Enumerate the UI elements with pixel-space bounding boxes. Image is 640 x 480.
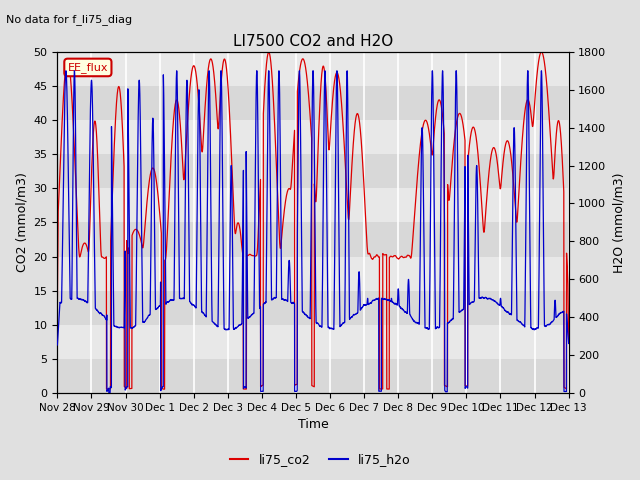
Bar xyxy=(58,291,568,325)
Bar xyxy=(58,120,568,154)
Bar xyxy=(58,188,568,222)
Text: EE_flux: EE_flux xyxy=(68,62,108,73)
Y-axis label: H2O (mmol/m3): H2O (mmol/m3) xyxy=(612,172,625,273)
Title: LI7500 CO2 and H2O: LI7500 CO2 and H2O xyxy=(233,34,393,49)
Bar xyxy=(58,154,568,188)
Bar xyxy=(58,257,568,291)
Bar xyxy=(58,86,568,120)
Bar xyxy=(58,359,568,393)
Text: No data for f_li75_diag: No data for f_li75_diag xyxy=(6,14,132,25)
Y-axis label: CO2 (mmol/m3): CO2 (mmol/m3) xyxy=(15,172,28,272)
Bar xyxy=(58,52,568,86)
Bar xyxy=(58,222,568,257)
Bar xyxy=(58,325,568,359)
Legend: li75_co2, li75_h2o: li75_co2, li75_h2o xyxy=(225,448,415,471)
X-axis label: Time: Time xyxy=(298,419,328,432)
